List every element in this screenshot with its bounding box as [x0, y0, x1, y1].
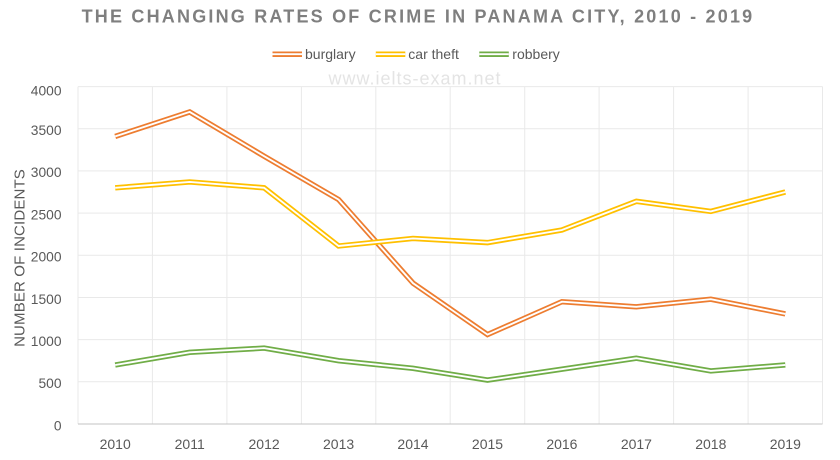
- svg-text:500: 500: [38, 376, 61, 391]
- svg-text:THE CHANGING RATES OF CRIME IN: THE CHANGING RATES OF CRIME IN PANAMA CI…: [82, 6, 755, 26]
- svg-text:2016: 2016: [546, 436, 577, 452]
- svg-text:2013: 2013: [323, 436, 354, 452]
- svg-text:1500: 1500: [31, 292, 62, 307]
- svg-text:2012: 2012: [249, 436, 280, 452]
- svg-text:0: 0: [54, 418, 62, 433]
- svg-text:2015: 2015: [472, 436, 503, 452]
- svg-text:2000: 2000: [31, 250, 62, 265]
- svg-text:4000: 4000: [31, 83, 62, 98]
- svg-text:car theft: car theft: [408, 46, 459, 62]
- svg-text:NUMBER OF INCIDENTS: NUMBER OF INCIDENTS: [12, 169, 29, 347]
- svg-text:www.ielts-exam.net: www.ielts-exam.net: [327, 69, 501, 89]
- svg-text:robbery: robbery: [512, 46, 559, 62]
- svg-text:2018: 2018: [695, 436, 726, 452]
- svg-text:2017: 2017: [621, 436, 652, 452]
- svg-text:2500: 2500: [31, 207, 62, 222]
- svg-text:2019: 2019: [770, 436, 801, 452]
- svg-text:2011: 2011: [175, 436, 205, 452]
- svg-text:3500: 3500: [31, 123, 62, 138]
- svg-text:2010: 2010: [100, 436, 131, 452]
- svg-text:3000: 3000: [31, 165, 62, 180]
- svg-text:1000: 1000: [31, 334, 62, 349]
- svg-text:2014: 2014: [397, 436, 428, 452]
- svg-text:burglary: burglary: [305, 46, 356, 62]
